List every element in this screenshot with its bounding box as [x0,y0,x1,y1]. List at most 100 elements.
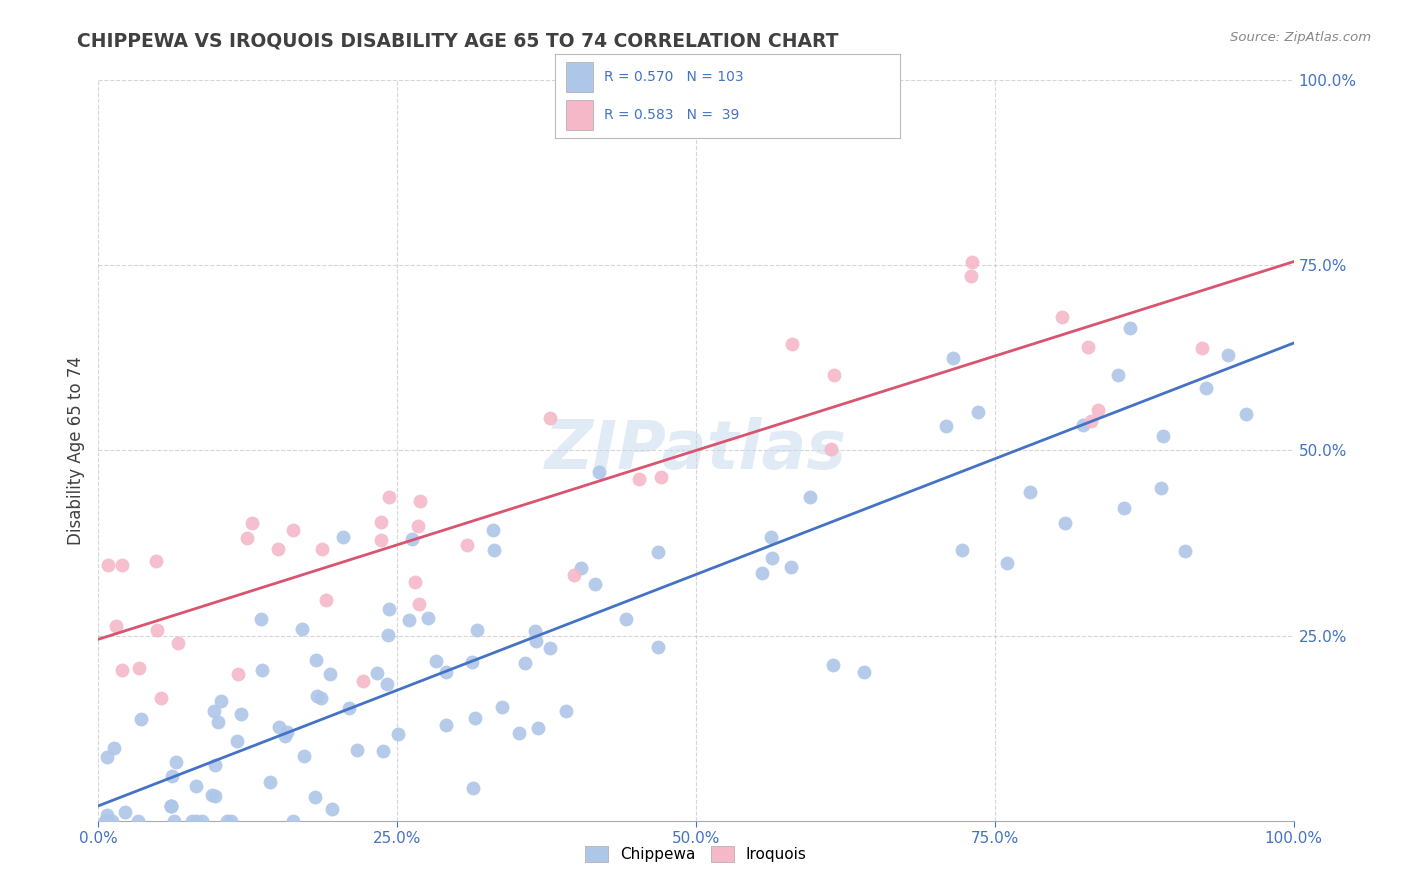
Text: ZIPatlas: ZIPatlas [546,417,846,483]
Point [425,654,447,668]
Point [96,807,118,822]
Point [101,814,124,828]
Point [226,733,249,747]
Point [181,814,204,828]
Point [799,491,821,505]
Point [555,704,578,718]
Point [283,814,305,828]
Point [111,663,134,677]
Point [269,720,291,734]
Point [332,530,354,544]
Point [588,465,610,479]
Point [960,254,983,268]
Point [240,516,263,530]
Point [398,613,420,627]
Point [97,558,120,572]
Point [377,490,399,504]
Point [231,706,253,721]
Point [160,798,183,813]
Point [409,494,432,508]
Point [527,721,550,735]
Point [1071,418,1094,433]
Point [1195,381,1218,395]
Point [408,597,430,611]
Point [942,351,965,366]
Point [1050,310,1073,324]
Text: Source: ZipAtlas.com: Source: ZipAtlas.com [1230,31,1371,45]
Point [94,814,117,828]
Point [291,622,314,636]
Point [508,726,530,740]
Point [346,743,368,757]
Point [1087,403,1109,417]
Point [647,544,669,558]
Point [583,577,606,591]
Bar [565,100,593,130]
Point [160,799,183,814]
Point [463,781,485,796]
Point [461,655,484,669]
Point [491,700,513,714]
Point [209,694,232,708]
Point [352,673,374,688]
Point [150,691,173,706]
Point [311,541,333,556]
Point [304,789,326,804]
Point [201,789,224,803]
Point [1152,428,1174,442]
Point [186,779,208,793]
Point [820,442,842,456]
Point [482,523,505,537]
Point [538,640,561,655]
Point [319,666,342,681]
Point [401,532,423,546]
Point [378,602,401,616]
Point [821,658,844,673]
Point [434,665,457,679]
Point [1054,516,1077,531]
Text: R = 0.570   N = 103: R = 0.570 N = 103 [603,70,744,84]
Point [104,619,127,633]
Point [111,558,134,573]
Point [650,470,672,484]
Point [465,623,488,637]
Point [1077,341,1099,355]
Point [482,542,505,557]
Point [309,690,332,705]
Point [995,556,1018,570]
Point [131,712,153,726]
Point [215,814,238,828]
Point [281,523,304,537]
Legend: Chippewa, Iroquois: Chippewa, Iroquois [579,840,813,869]
Point [184,814,207,828]
Point [1174,544,1197,558]
Point [207,714,229,729]
Text: CHIPPEWA VS IROQUOIS DISABILITY AGE 65 TO 74 CORRELATION CHART: CHIPPEWA VS IROQUOIS DISABILITY AGE 65 T… [77,31,839,50]
Point [259,775,281,789]
Point [751,566,773,581]
Point [627,473,650,487]
Point [191,814,214,828]
Point [236,531,259,545]
Point [406,518,429,533]
Point [1119,320,1142,334]
Point [321,802,343,816]
Point [434,718,457,732]
Point [377,628,399,642]
Point [165,756,187,770]
Point [404,575,426,590]
Point [782,337,804,351]
Point [145,554,167,568]
Point [292,749,315,764]
Point [315,593,337,607]
Point [824,368,846,382]
Point [1112,501,1135,516]
Point [366,665,388,680]
Point [959,269,981,284]
Point [1234,407,1257,421]
Point [159,799,181,814]
Point [569,561,592,575]
Point [226,666,249,681]
Point [387,726,409,740]
Point [952,543,974,558]
